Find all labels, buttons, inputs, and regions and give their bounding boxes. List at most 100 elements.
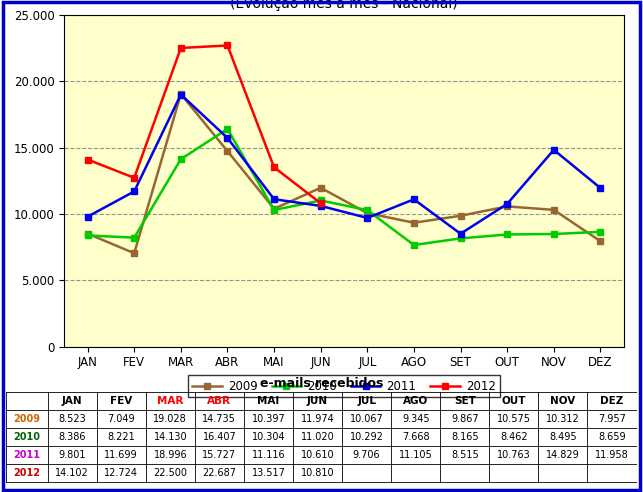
Text: 10.610: 10.610 xyxy=(301,450,334,460)
Text: 11.020: 11.020 xyxy=(301,432,334,442)
Text: 10.304: 10.304 xyxy=(251,432,285,442)
2009 xyxy=(503,203,511,209)
Text: MAR: MAR xyxy=(157,396,183,406)
Text: 11.974: 11.974 xyxy=(301,414,334,424)
Text: 10.067: 10.067 xyxy=(350,414,383,424)
Text: 7.957: 7.957 xyxy=(598,414,626,424)
Text: 11.958: 11.958 xyxy=(595,450,629,460)
Text: 8.495: 8.495 xyxy=(549,432,577,442)
Text: 18.996: 18.996 xyxy=(154,450,187,460)
2011 xyxy=(503,201,511,207)
Text: 10.312: 10.312 xyxy=(546,414,580,424)
Text: JUN: JUN xyxy=(307,396,328,406)
2009 xyxy=(270,206,278,212)
2011 xyxy=(457,231,464,237)
2012 xyxy=(317,200,325,206)
Text: 2009: 2009 xyxy=(14,414,41,424)
Text: 10.575: 10.575 xyxy=(497,414,531,424)
2011 xyxy=(317,203,325,209)
Text: OUT: OUT xyxy=(502,396,526,406)
Line: 2010: 2010 xyxy=(84,125,604,248)
Text: 8.386: 8.386 xyxy=(59,432,86,442)
2010 xyxy=(84,233,91,239)
2011 xyxy=(550,147,557,153)
2009 xyxy=(317,185,325,191)
Text: 19.028: 19.028 xyxy=(154,414,187,424)
Text: 15.727: 15.727 xyxy=(203,450,237,460)
Text: 22.687: 22.687 xyxy=(203,468,237,478)
2011 xyxy=(177,92,185,97)
Text: 8.515: 8.515 xyxy=(451,450,478,460)
Text: 10.292: 10.292 xyxy=(350,432,383,442)
2010 xyxy=(457,236,464,242)
Text: 2011: 2011 xyxy=(14,450,41,460)
Text: 13.517: 13.517 xyxy=(251,468,285,478)
Text: 10.397: 10.397 xyxy=(251,414,285,424)
2011 xyxy=(270,196,278,202)
2010 xyxy=(270,207,278,213)
Text: 11.105: 11.105 xyxy=(399,450,433,460)
Text: 9.345: 9.345 xyxy=(402,414,430,424)
2009 xyxy=(410,220,418,226)
Text: 9.706: 9.706 xyxy=(353,450,381,460)
Text: SET: SET xyxy=(454,396,476,406)
Text: 8.462: 8.462 xyxy=(500,432,528,442)
2012 xyxy=(84,156,91,162)
Text: 10.810: 10.810 xyxy=(301,468,334,478)
2010 xyxy=(550,231,557,237)
Line: 2009: 2009 xyxy=(84,91,604,257)
Text: 8.659: 8.659 xyxy=(598,432,626,442)
Title: Mensagens Recebidas no Fale Conosco
(Evolução mês a mês - Nacional): Mensagens Recebidas no Fale Conosco (Evo… xyxy=(209,0,479,11)
Text: MAI: MAI xyxy=(257,396,280,406)
Text: DEZ: DEZ xyxy=(601,396,624,406)
Text: 10.763: 10.763 xyxy=(497,450,530,460)
2009 xyxy=(597,238,604,244)
Line: 2011: 2011 xyxy=(84,91,604,237)
2012 xyxy=(177,45,185,51)
Line: 2012: 2012 xyxy=(84,42,324,207)
2010 xyxy=(177,156,185,162)
Text: 9.801: 9.801 xyxy=(59,450,86,460)
2010 xyxy=(224,126,231,132)
2009 xyxy=(550,207,557,213)
2010 xyxy=(131,235,138,241)
Text: 12.724: 12.724 xyxy=(104,468,138,478)
2012 xyxy=(224,42,231,48)
2009 xyxy=(177,91,185,97)
Text: 16.407: 16.407 xyxy=(203,432,236,442)
Text: AGO: AGO xyxy=(403,396,428,406)
Text: 8.221: 8.221 xyxy=(107,432,135,442)
Text: 9.867: 9.867 xyxy=(451,414,478,424)
Text: 22.500: 22.500 xyxy=(153,468,187,478)
2011 xyxy=(597,185,604,191)
2012 xyxy=(131,175,138,181)
2010 xyxy=(317,197,325,203)
Text: 7.049: 7.049 xyxy=(107,414,135,424)
Text: 11.116: 11.116 xyxy=(251,450,285,460)
Text: 14.735: 14.735 xyxy=(203,414,236,424)
2011 xyxy=(84,214,91,219)
2011 xyxy=(410,196,418,202)
2009 xyxy=(224,148,231,154)
2009 xyxy=(457,213,464,219)
2009 xyxy=(84,231,91,237)
Text: 2010: 2010 xyxy=(14,432,41,442)
2010 xyxy=(503,232,511,238)
Text: 14.130: 14.130 xyxy=(154,432,187,442)
Text: 14.829: 14.829 xyxy=(546,450,580,460)
Text: 8.523: 8.523 xyxy=(59,414,86,424)
2010 xyxy=(597,229,604,235)
Text: FEV: FEV xyxy=(110,396,132,406)
Text: e-mails recebidos: e-mails recebidos xyxy=(260,377,383,390)
2012 xyxy=(270,164,278,170)
Legend: 2009, 2010, 2011, 2012: 2009, 2010, 2011, 2012 xyxy=(188,375,500,398)
Text: JUL: JUL xyxy=(357,396,376,406)
Text: JAN: JAN xyxy=(62,396,82,406)
Text: 11.699: 11.699 xyxy=(104,450,138,460)
2009 xyxy=(131,250,138,256)
2009 xyxy=(363,210,371,216)
Text: 2012: 2012 xyxy=(14,468,41,478)
2010 xyxy=(363,207,371,213)
Text: 7.668: 7.668 xyxy=(402,432,430,442)
2011 xyxy=(363,215,371,221)
